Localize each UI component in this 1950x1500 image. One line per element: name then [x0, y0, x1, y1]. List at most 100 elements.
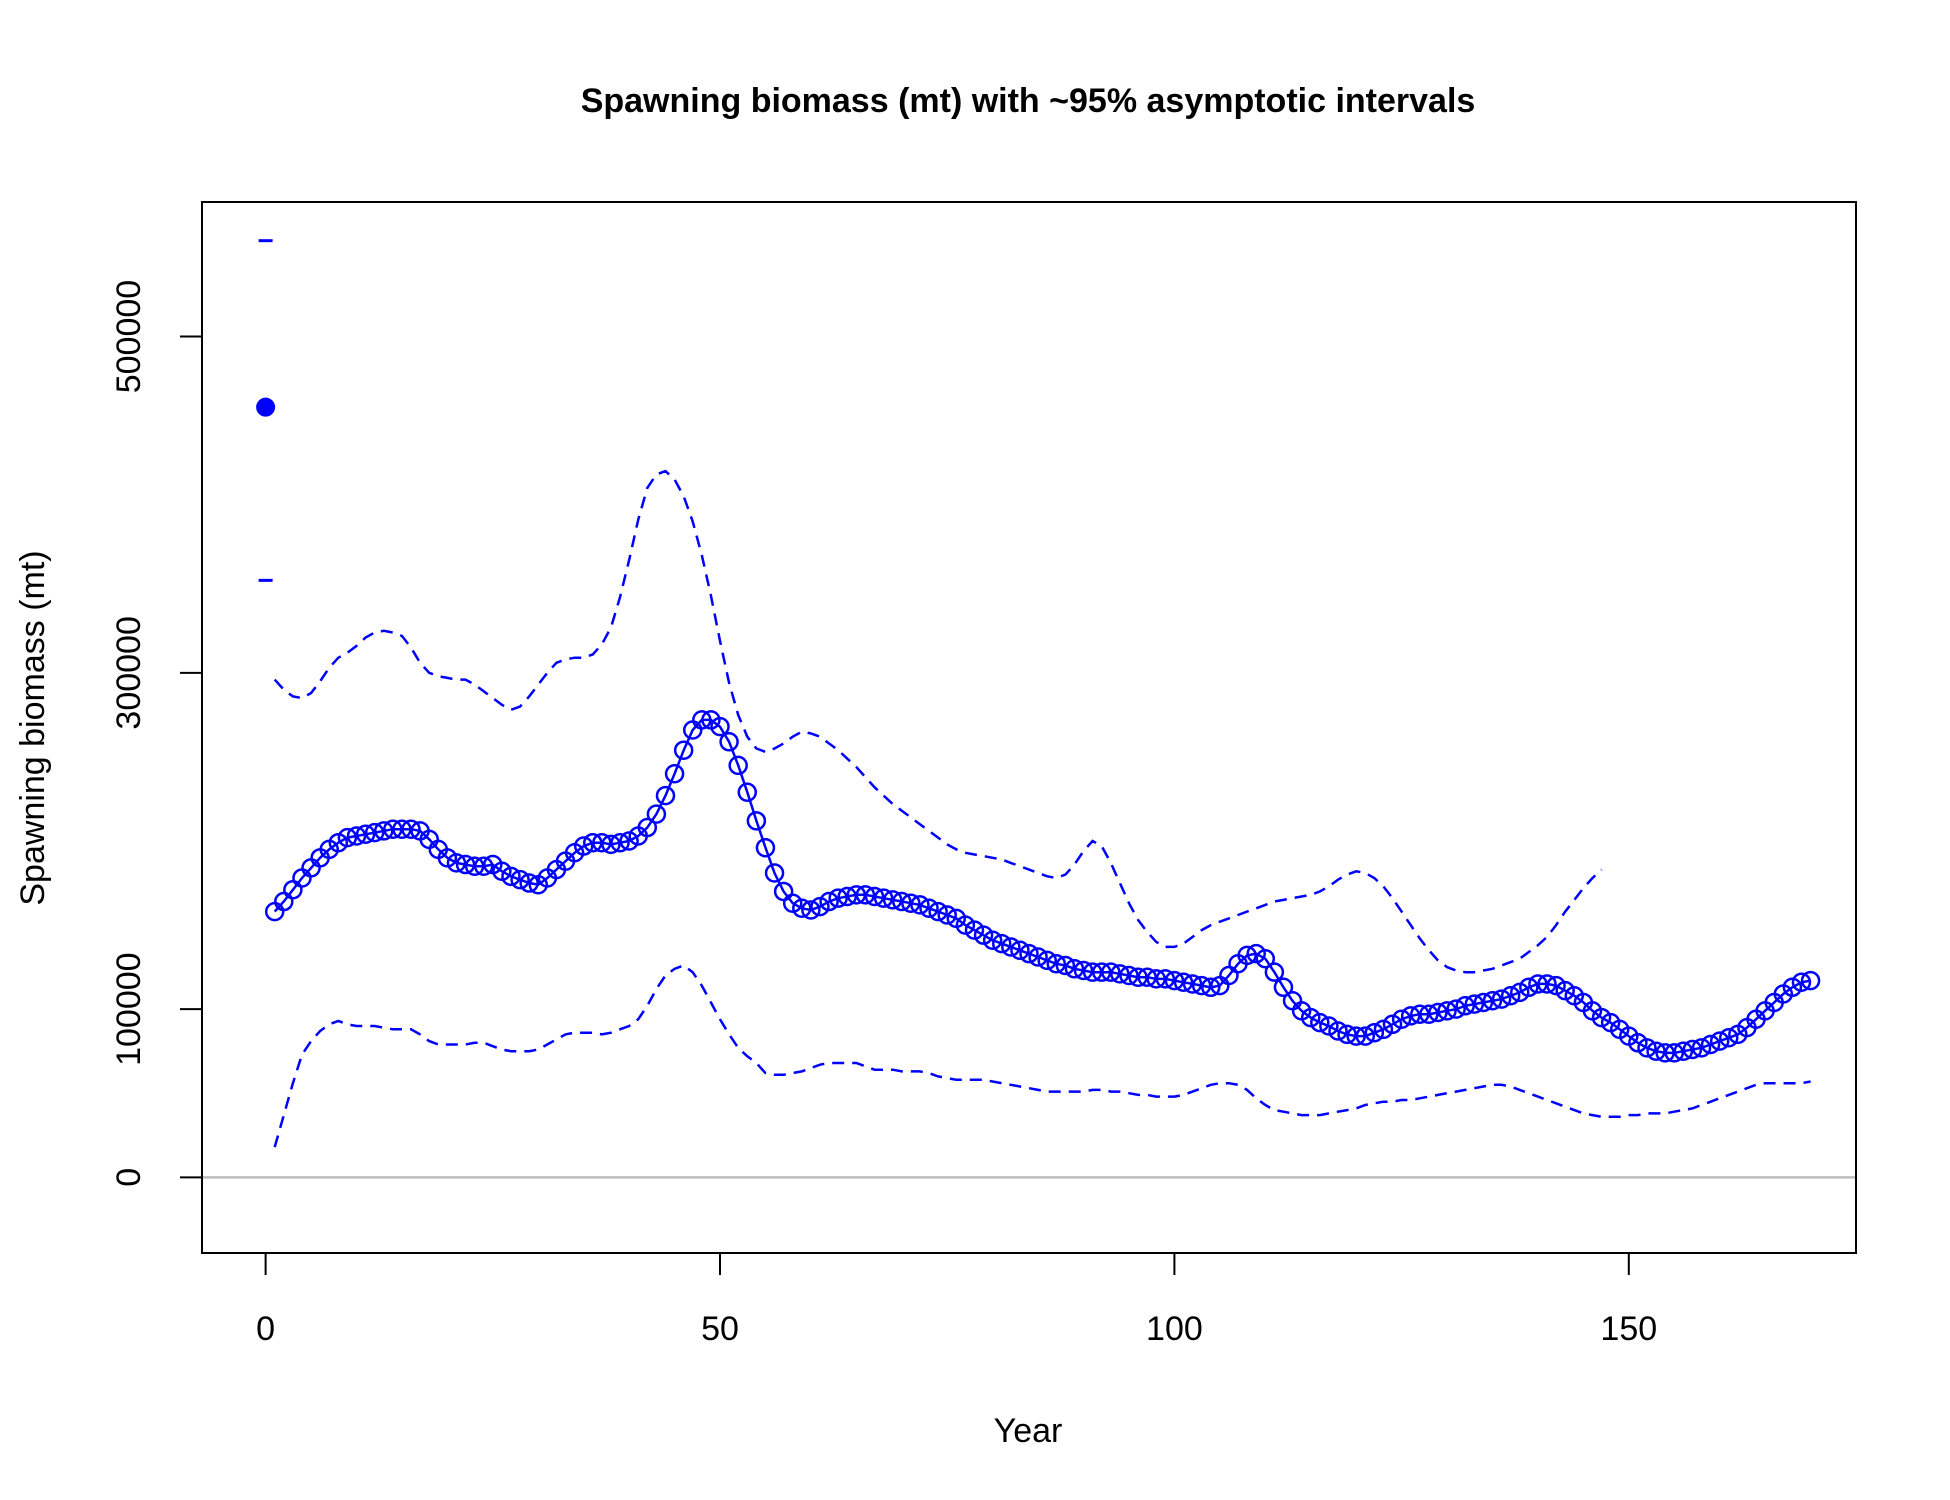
estimate-point — [655, 785, 676, 806]
virgin-point — [256, 397, 276, 417]
estimate-point — [892, 891, 912, 912]
estimate-point — [1046, 954, 1067, 974]
x-tick-label: 150 — [1600, 1310, 1657, 1348]
estimate-point — [1400, 1006, 1421, 1026]
estimate-point — [646, 804, 667, 824]
estimate-point — [1673, 1041, 1694, 1061]
estimate-point — [819, 891, 839, 912]
estimate-point — [610, 832, 630, 853]
estimate-point — [692, 710, 712, 730]
estimate-point — [473, 856, 494, 876]
estimate-point — [1528, 974, 1548, 994]
estimate-point — [792, 898, 812, 919]
estimate-point — [374, 821, 394, 841]
x-tick-label: 50 — [701, 1310, 739, 1348]
estimate-point — [801, 900, 821, 920]
upper-interval-line — [273, 469, 1603, 974]
plot-area — [202, 239, 1856, 1179]
estimate-point — [1091, 962, 1112, 982]
estimate-point — [1101, 962, 1121, 982]
estimate-point — [346, 826, 367, 846]
estimate-point — [1273, 977, 1294, 998]
estimate-point — [719, 732, 739, 752]
estimate-point — [510, 869, 530, 890]
y-tick-label: 0 — [110, 1168, 148, 1187]
estimate-point — [673, 740, 694, 760]
estimate-point — [1519, 977, 1539, 998]
x-axis-label: Year — [994, 1412, 1063, 1450]
estimate-point — [1537, 974, 1557, 994]
estimate-point — [1355, 1026, 1376, 1046]
estimate-point — [1201, 977, 1221, 998]
estimate-point — [1446, 999, 1466, 1019]
estimate-point — [937, 905, 957, 925]
estimate-point — [1346, 1026, 1366, 1046]
estimate-point — [846, 885, 867, 905]
estimate-point — [1655, 1043, 1675, 1063]
estimate-point — [583, 832, 603, 853]
estimate-point — [1428, 1002, 1448, 1023]
estimate-point — [828, 888, 848, 908]
estimate-point — [1464, 994, 1485, 1014]
x-tick-label: 100 — [1146, 1310, 1203, 1348]
estimate-point — [455, 854, 476, 875]
estimate-point — [1691, 1038, 1712, 1058]
estimate-point — [355, 824, 376, 845]
estimate-point — [1073, 960, 1094, 981]
estimate-point — [1664, 1043, 1684, 1063]
estimate-point — [1709, 1031, 1730, 1051]
estimate-point — [1010, 940, 1030, 961]
estimate-point — [1437, 1001, 1457, 1021]
estimate-point — [1137, 967, 1157, 987]
estimate-point — [728, 755, 748, 776]
y-axis-label: Spawning biomass (mt) — [14, 550, 52, 905]
estimate-point — [1001, 937, 1021, 957]
estimate-point — [1128, 967, 1148, 987]
estimate-point — [1310, 1012, 1330, 1033]
estimate-point — [1055, 955, 1076, 976]
estimate-point — [991, 933, 1012, 954]
estimate-point — [464, 856, 485, 876]
estimate-point — [1037, 950, 1057, 971]
estimate-point — [1473, 992, 1494, 1013]
estimate-point — [364, 822, 385, 843]
estimate-point — [1791, 972, 1812, 993]
estimate-point — [864, 886, 885, 907]
estimate-point — [1119, 965, 1139, 986]
estimate-point — [1800, 970, 1821, 991]
estimate-point — [1482, 991, 1503, 1011]
estimate-point — [1182, 974, 1203, 994]
estimate-point — [664, 763, 685, 784]
x-axis: 0 50 100 150 — [256, 1252, 1657, 1348]
estimate-point — [637, 817, 658, 838]
estimate-point — [1391, 1009, 1412, 1030]
estimate-point — [392, 819, 412, 839]
estimate-point — [910, 895, 930, 915]
estimate-point — [1410, 1004, 1430, 1024]
estimate-point — [710, 716, 730, 737]
estimate-point — [764, 863, 785, 883]
estimate-point — [1700, 1034, 1721, 1055]
estimate-point — [873, 888, 894, 908]
estimate-point — [837, 886, 857, 907]
estimate-point — [1500, 985, 1521, 1006]
estimate-point — [928, 901, 948, 922]
y-tick-label: 500000 — [110, 280, 148, 393]
estimate-point — [1110, 964, 1130, 984]
estimate-point — [1028, 947, 1048, 967]
estimate-point — [919, 898, 939, 919]
chart-title: Spawning biomass (mt) with ~95% asymptot… — [581, 82, 1476, 120]
estimate-point — [1264, 962, 1285, 982]
estimate-point — [1491, 989, 1512, 1009]
estimate-point — [737, 782, 758, 802]
estimate-point — [401, 819, 421, 839]
plot-frame — [201, 201, 1857, 1254]
estimate-point — [337, 827, 358, 848]
estimate-point — [1155, 969, 1176, 989]
estimate-point — [1164, 970, 1185, 991]
estimate-point — [1637, 1038, 1657, 1058]
estimate-point — [1364, 1022, 1385, 1043]
estimate-point — [1146, 969, 1166, 989]
estimate-point — [1719, 1028, 1739, 1048]
